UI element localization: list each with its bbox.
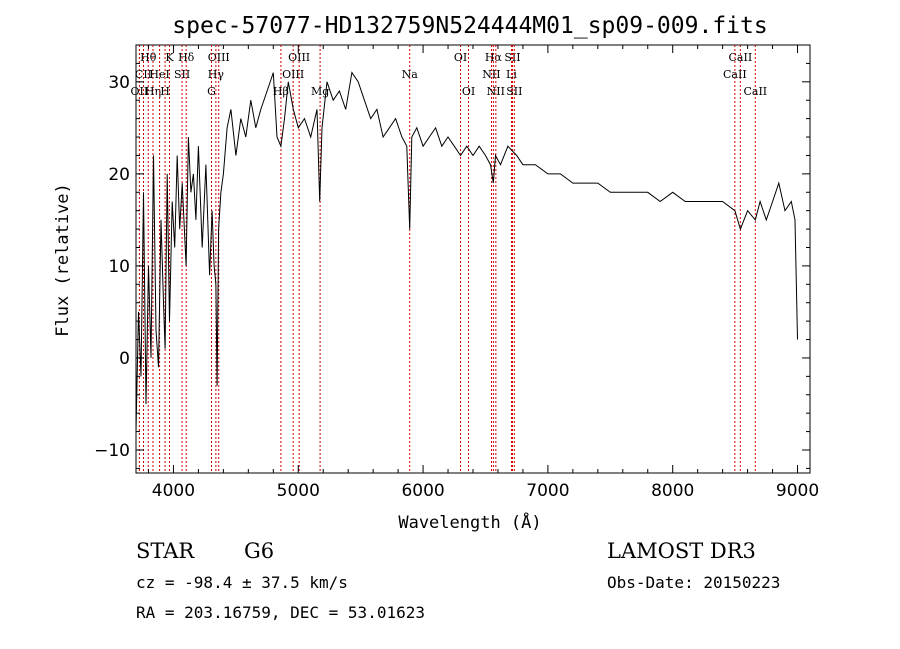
line-marker-label: OIII [208, 51, 230, 64]
y-tick-label: 20 [108, 165, 130, 185]
line-marker-label: CII [135, 68, 152, 81]
line-marker-label: OI [462, 85, 475, 98]
line-marker-label: Hα [485, 51, 503, 64]
object-class: STAR [136, 539, 195, 563]
line-marker-label: Na [402, 68, 419, 81]
chart-title: spec-57077-HD132759N524444M01_sp09-009.f… [172, 13, 767, 39]
line-marker-label: K [165, 51, 174, 64]
line-marker-label: NII [482, 68, 500, 81]
plot-frame [135, 44, 811, 474]
line-marker-label: Hβ [273, 85, 289, 98]
x-tick-label: 9000 [776, 481, 819, 501]
x-tick-label: 6000 [401, 481, 444, 501]
line-marker-label: SII [506, 85, 522, 98]
line-marker-label: NII [487, 85, 505, 98]
line-marker-label: SII [174, 68, 190, 81]
observation-date: Obs-Date: 20150223 [607, 573, 781, 592]
y-tick-label: 10 [108, 257, 130, 277]
spectrum-line [135, 71, 798, 432]
line-marker-label: SII [504, 51, 520, 64]
line-marker-label: Hγ [208, 68, 225, 81]
line-marker-label: Hδ [178, 51, 195, 64]
redshift-cz: cz = -98.4 ± 37.5 km/s [136, 573, 348, 592]
y-tick-label: 30 [108, 73, 130, 93]
line-marker-label: Li [506, 68, 517, 81]
line-marker-label: H [160, 85, 170, 98]
coordinates: RA = 203.16759, DEC = 53.01623 [136, 603, 425, 622]
y-axis-label: Flux (relative) [53, 183, 73, 337]
y-tick-label: −10 [94, 441, 130, 461]
line-marker-label: Hθ [140, 51, 157, 64]
x-tick-label: 4000 [152, 481, 195, 501]
line-marker-label: HeI [149, 68, 169, 81]
x-tick-label: 8000 [651, 481, 694, 501]
survey-name: LAMOST DR3 [607, 539, 756, 563]
spectrum-chart: spec-57077-HD132759N524444M01_sp09-009.f… [53, 13, 819, 533]
x-axis-label: Wavelength (Å) [398, 511, 541, 533]
x-tick-label: 5000 [277, 481, 320, 501]
line-marker-label: Hη [145, 85, 161, 98]
line-marker-label: CaII [729, 51, 753, 64]
line-marker-label: CaII [723, 68, 747, 81]
line-marker-label: OIII [288, 51, 310, 64]
line-marker-label: OI [454, 51, 467, 64]
line-marker-label: Mg [311, 85, 329, 98]
line-marker-label: G [207, 85, 216, 98]
line-marker-label: CaII [743, 85, 767, 98]
axis-ticks: 4000 5000 6000 7000 8000 9000 −10 0 10 20 30 [94, 44, 819, 501]
y-tick-label: 0 [119, 349, 130, 369]
line-marker-label: OIII [282, 68, 304, 81]
x-tick-label: 7000 [526, 481, 569, 501]
object-subclass: G6 [244, 539, 275, 563]
